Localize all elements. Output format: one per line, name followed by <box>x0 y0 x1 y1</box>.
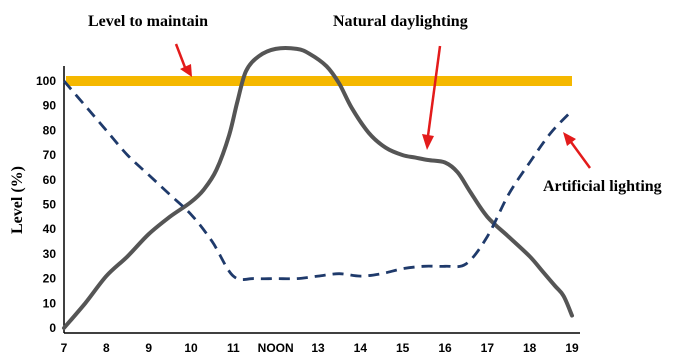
arrow-artificial-head <box>563 132 576 146</box>
arrow-natural <box>426 45 442 137</box>
y-tick-label: 80 <box>43 123 57 137</box>
x-tick-label: 17 <box>481 341 495 355</box>
x-tick-label: 10 <box>184 341 198 355</box>
x-tick-label: 9 <box>145 341 152 355</box>
series-line-natural <box>62 46 574 330</box>
x-tick-label: 14 <box>354 341 368 355</box>
annotation-level: Level to maintain <box>88 13 208 30</box>
y-tick-label: 30 <box>43 247 57 261</box>
x-tick-label: 8 <box>103 341 110 355</box>
y-tick-label: 40 <box>43 222 57 236</box>
y-tick-label: 70 <box>43 148 57 162</box>
x-tick-labels: 7 8 9 10 11 NOON 13 14 15 16 17 18 19 <box>61 341 579 355</box>
y-tick-label: 20 <box>43 272 57 286</box>
x-tick-label: 15 <box>396 341 410 355</box>
y-tick-label: 90 <box>43 99 57 113</box>
y-tick-labels: 0 10 20 30 40 50 60 70 80 90 100 <box>36 74 56 335</box>
annotation-natural: Natural daylighting <box>333 13 468 30</box>
x-tick-label: 19 <box>565 341 579 355</box>
arrow-artificial <box>569 141 592 169</box>
x-tick-label: 16 <box>438 341 452 355</box>
series-line-artificial <box>62 80 574 281</box>
y-tick-label: 60 <box>43 173 57 187</box>
annotation-arrows <box>174 43 592 169</box>
y-tick-label: 50 <box>43 198 57 212</box>
series-layer <box>62 46 574 330</box>
annotation-artificial: Artificial lighting <box>543 178 662 195</box>
x-tick-label: 7 <box>61 341 68 355</box>
y-tick-label: 10 <box>43 296 57 310</box>
y-tick-label: 100 <box>36 74 56 88</box>
arrow-level <box>174 43 188 71</box>
x-tick-label: 13 <box>311 341 325 355</box>
y-axis-label: Level (%) <box>9 166 26 234</box>
axes <box>63 66 580 334</box>
arrow-natural-head <box>422 134 434 150</box>
x-tick-label: 18 <box>523 341 537 355</box>
x-tick-label: 11 <box>227 341 240 355</box>
arrow-level-head <box>180 64 192 77</box>
x-tick-label: NOON <box>258 341 294 355</box>
y-tick-label: 0 <box>49 321 56 335</box>
